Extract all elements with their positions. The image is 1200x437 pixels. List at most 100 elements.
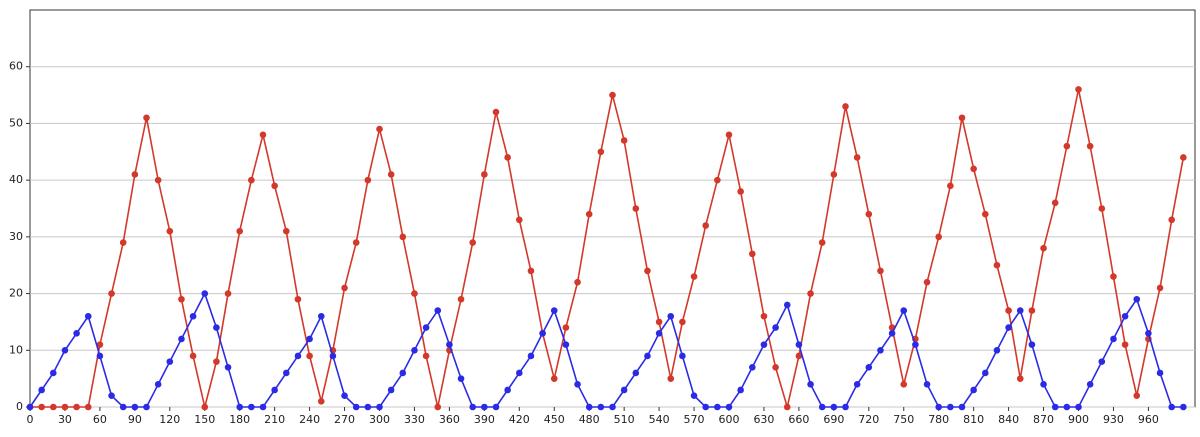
data-point <box>317 312 325 320</box>
y-tick-label: 60 <box>9 60 23 73</box>
data-point <box>760 341 768 348</box>
data-point <box>1028 307 1036 314</box>
data-point <box>1156 369 1164 377</box>
data-point <box>189 352 197 360</box>
y-tick-label: 0 <box>16 400 23 413</box>
data-point <box>912 341 919 348</box>
data-point <box>119 403 127 411</box>
data-point <box>399 233 407 241</box>
plot-frame <box>29 9 1196 408</box>
x-tick-label: 210 <box>264 413 285 426</box>
data-point <box>865 210 873 218</box>
data-point <box>1086 381 1094 388</box>
x-tick-label: 0 <box>27 413 34 426</box>
data-point <box>655 318 663 326</box>
data-point <box>644 267 651 275</box>
data-point <box>679 352 686 360</box>
data-point <box>516 369 523 377</box>
data-point <box>1051 403 1059 411</box>
data-point <box>422 324 430 331</box>
data-point <box>1040 381 1047 388</box>
data-point <box>970 386 977 394</box>
data-point <box>469 403 477 411</box>
data-point <box>749 364 756 371</box>
data-point <box>807 381 814 388</box>
data-point <box>562 341 570 348</box>
x-tick-label: 810 <box>963 413 984 426</box>
data-point <box>632 205 640 212</box>
x-tick-label: 660 <box>788 413 809 426</box>
data-point <box>131 171 139 178</box>
data-point <box>1168 403 1175 411</box>
data-point <box>888 329 896 337</box>
data-point <box>119 239 127 246</box>
data-point <box>923 278 931 286</box>
data-point <box>38 386 45 394</box>
data-point <box>690 392 698 399</box>
data-point <box>935 233 942 241</box>
data-point <box>783 403 791 411</box>
data-point <box>772 364 779 371</box>
data-point <box>958 403 966 411</box>
data-point <box>620 137 628 144</box>
data-point <box>702 403 709 411</box>
data-point <box>853 154 861 161</box>
data-point <box>236 227 243 235</box>
data-point <box>201 290 209 297</box>
data-point <box>865 364 873 371</box>
data-point <box>329 352 337 360</box>
data-point <box>457 295 465 303</box>
data-point <box>1075 403 1082 411</box>
x-tick-label: 630 <box>753 413 774 426</box>
data-point <box>1133 295 1141 303</box>
data-point <box>201 403 209 411</box>
data-point <box>224 290 232 297</box>
data-point <box>935 403 942 411</box>
x-tick-label: 720 <box>858 413 879 426</box>
data-point <box>982 210 989 218</box>
data-point <box>224 364 232 371</box>
x-tick-label: 600 <box>719 413 740 426</box>
data-point <box>271 182 278 190</box>
data-point <box>364 403 372 411</box>
data-point <box>574 381 581 388</box>
data-point <box>947 403 954 411</box>
data-point <box>970 165 977 173</box>
data-point <box>1075 86 1082 93</box>
data-point <box>236 403 243 411</box>
x-tick-label: 780 <box>928 413 949 426</box>
data-point <box>1040 244 1047 252</box>
data-point <box>1133 392 1141 399</box>
series-line <box>30 89 1185 411</box>
data-point <box>585 403 593 411</box>
data-point <box>585 210 593 218</box>
data-point <box>900 307 908 314</box>
data-point <box>434 403 442 411</box>
data-point <box>993 261 1001 269</box>
series-line <box>29 291 1184 408</box>
data-point <box>597 403 605 411</box>
data-point <box>96 341 104 348</box>
data-point <box>166 227 174 235</box>
data-point <box>527 267 535 275</box>
y-tick-label: 40 <box>9 173 23 186</box>
x-tick-label: 510 <box>614 413 635 426</box>
data-point <box>108 290 115 297</box>
data-point <box>341 284 348 292</box>
data-point <box>364 176 372 184</box>
data-point <box>1121 312 1129 320</box>
x-tick-label: 360 <box>439 413 460 426</box>
x-tick-label: 450 <box>544 413 565 426</box>
data-point <box>550 307 558 314</box>
x-tick-label: 390 <box>474 413 495 426</box>
data-point <box>725 131 733 139</box>
data-point <box>644 352 651 360</box>
data-point <box>504 154 511 161</box>
data-point <box>61 346 69 354</box>
data-point <box>853 381 861 388</box>
data-point <box>411 346 418 354</box>
x-tick-label: 930 <box>1103 413 1124 426</box>
data-point <box>772 324 779 331</box>
data-point <box>387 171 395 178</box>
x-tick-label: 270 <box>334 413 355 426</box>
